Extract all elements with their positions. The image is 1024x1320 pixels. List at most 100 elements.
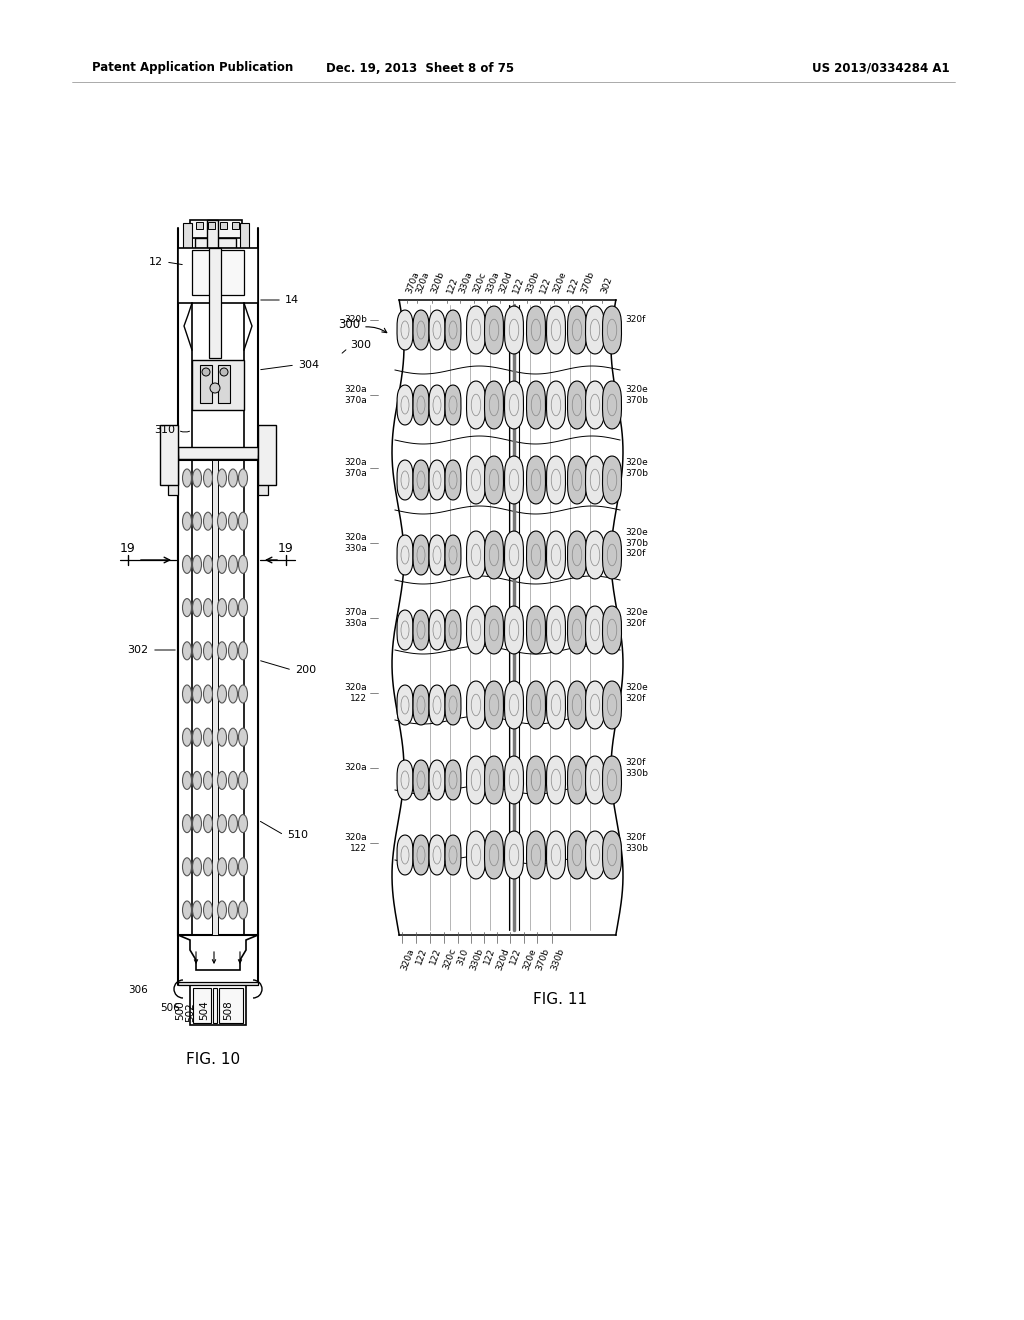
Ellipse shape: [590, 770, 600, 791]
Text: 502: 502: [185, 1002, 195, 1022]
Polygon shape: [526, 756, 546, 804]
Polygon shape: [429, 760, 445, 800]
Polygon shape: [429, 685, 445, 725]
Ellipse shape: [433, 546, 441, 564]
Text: 330a: 330a: [458, 271, 474, 294]
Ellipse shape: [489, 469, 499, 491]
Ellipse shape: [193, 469, 202, 487]
Bar: [390, 300, 625, 935]
Ellipse shape: [572, 845, 582, 866]
Ellipse shape: [509, 395, 519, 416]
Bar: [213, 987, 217, 1023]
Polygon shape: [586, 606, 604, 653]
Bar: [183, 223, 193, 251]
Ellipse shape: [217, 814, 226, 833]
Text: 320d: 320d: [495, 946, 511, 972]
Ellipse shape: [239, 469, 248, 487]
Ellipse shape: [193, 729, 202, 746]
Text: 370b: 370b: [580, 271, 596, 294]
Polygon shape: [413, 836, 429, 875]
Polygon shape: [445, 610, 461, 649]
Text: 320e: 320e: [552, 271, 568, 294]
Polygon shape: [413, 385, 429, 425]
Polygon shape: [484, 606, 504, 653]
Text: 122: 122: [482, 946, 497, 966]
Ellipse shape: [572, 619, 582, 640]
Ellipse shape: [220, 368, 228, 376]
Ellipse shape: [417, 771, 425, 789]
Polygon shape: [505, 681, 523, 729]
Text: 330b: 330b: [550, 946, 566, 972]
Ellipse shape: [607, 619, 616, 640]
Ellipse shape: [228, 729, 238, 746]
Text: 320e
320f: 320e 320f: [625, 609, 648, 628]
Ellipse shape: [433, 396, 441, 414]
Polygon shape: [505, 381, 523, 429]
Text: 320a
122: 320a 122: [344, 684, 367, 702]
Ellipse shape: [551, 619, 561, 640]
Polygon shape: [586, 681, 604, 729]
Ellipse shape: [489, 619, 499, 640]
Polygon shape: [413, 760, 429, 800]
Ellipse shape: [471, 469, 480, 491]
Ellipse shape: [417, 546, 425, 564]
Text: 320e
370b: 320e 370b: [625, 458, 648, 478]
Ellipse shape: [607, 319, 616, 341]
Ellipse shape: [204, 469, 213, 487]
Polygon shape: [547, 756, 565, 804]
Polygon shape: [505, 531, 523, 579]
Bar: [219, 987, 243, 1023]
Polygon shape: [586, 457, 604, 504]
Text: 14: 14: [285, 294, 299, 305]
Ellipse shape: [204, 729, 213, 746]
Polygon shape: [484, 832, 504, 879]
Text: 122: 122: [538, 276, 552, 294]
Text: 370a: 370a: [406, 271, 421, 294]
Polygon shape: [445, 461, 461, 500]
Ellipse shape: [531, 694, 541, 715]
Polygon shape: [397, 760, 413, 800]
Text: 19: 19: [279, 541, 294, 554]
Polygon shape: [397, 836, 413, 875]
Polygon shape: [567, 457, 587, 504]
Polygon shape: [547, 681, 565, 729]
Text: 320a
122: 320a 122: [344, 833, 367, 853]
Polygon shape: [505, 756, 523, 804]
Ellipse shape: [217, 469, 226, 487]
Ellipse shape: [182, 858, 191, 875]
Ellipse shape: [449, 771, 457, 789]
Ellipse shape: [182, 729, 191, 746]
Polygon shape: [547, 381, 565, 429]
Text: 310: 310: [456, 946, 470, 966]
Polygon shape: [413, 310, 429, 350]
Ellipse shape: [449, 321, 457, 339]
Polygon shape: [484, 306, 504, 354]
Bar: [178, 459, 258, 935]
Ellipse shape: [449, 471, 457, 488]
Ellipse shape: [449, 696, 457, 714]
Ellipse shape: [433, 771, 441, 789]
Ellipse shape: [182, 642, 191, 660]
Polygon shape: [429, 610, 445, 649]
Ellipse shape: [193, 642, 202, 660]
Text: Patent Application Publication: Patent Application Publication: [92, 62, 293, 74]
Ellipse shape: [193, 598, 202, 616]
Ellipse shape: [228, 685, 238, 704]
Ellipse shape: [417, 471, 425, 488]
Ellipse shape: [551, 319, 561, 341]
Text: 320a
330a: 320a 330a: [344, 533, 367, 553]
Polygon shape: [413, 685, 429, 725]
Ellipse shape: [489, 544, 499, 566]
Polygon shape: [567, 832, 587, 879]
Polygon shape: [547, 457, 565, 504]
Text: Dec. 19, 2013  Sheet 8 of 75: Dec. 19, 2013 Sheet 8 of 75: [326, 62, 514, 74]
Polygon shape: [547, 531, 565, 579]
Ellipse shape: [401, 396, 409, 414]
Text: 200: 200: [295, 665, 316, 675]
Polygon shape: [586, 756, 604, 804]
Polygon shape: [484, 457, 504, 504]
Polygon shape: [397, 535, 413, 576]
Polygon shape: [178, 935, 258, 970]
Polygon shape: [547, 832, 565, 879]
Polygon shape: [602, 531, 622, 579]
